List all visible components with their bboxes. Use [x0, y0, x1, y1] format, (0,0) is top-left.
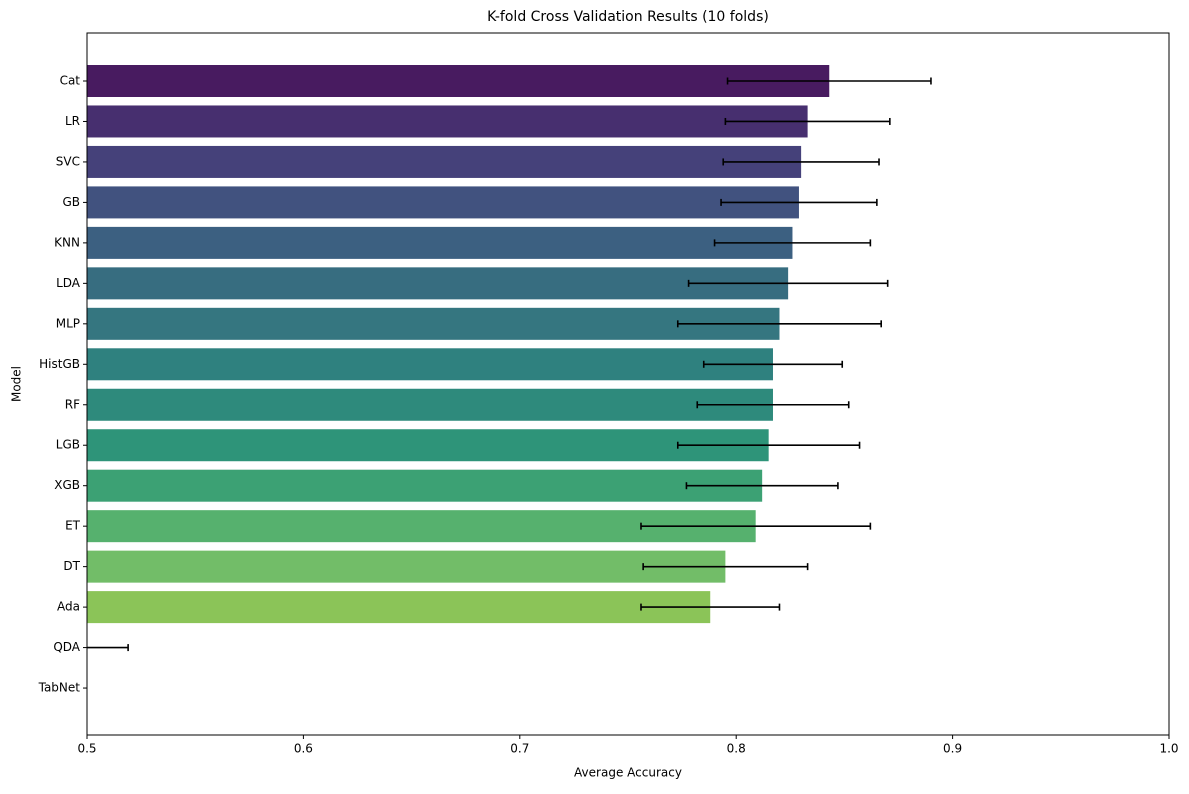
- x-axis-label: Average Accuracy: [574, 766, 682, 780]
- y-tick-label: LGB: [56, 438, 80, 452]
- bar: [87, 429, 769, 462]
- error-bar: [726, 77, 932, 85]
- y-tick-label: Ada: [57, 600, 80, 614]
- bar: [87, 65, 830, 97]
- x-tick-label: 0.8: [727, 742, 746, 756]
- bar: [87, 267, 789, 300]
- error-bar: [676, 320, 882, 328]
- error-bar: [720, 198, 878, 206]
- y-tick-label: SVC: [56, 154, 80, 168]
- y-tick-label: ET: [65, 519, 81, 533]
- error-bar: [642, 563, 809, 571]
- bar: [87, 348, 773, 381]
- error-bar: [702, 360, 844, 368]
- bar: [87, 186, 799, 219]
- error-bar: [87, 644, 129, 652]
- y-tick-label: XGB: [54, 478, 80, 492]
- x-tick-label: 0.6: [294, 742, 313, 756]
- x-tick-label: 0.7: [510, 742, 529, 756]
- error-bar: [687, 279, 889, 287]
- y-tick-label: QDA: [53, 640, 80, 654]
- x-tick-label: 0.5: [77, 742, 96, 756]
- x-tick-label: 1.0: [1159, 742, 1178, 756]
- y-axis-label: Model: [10, 366, 24, 402]
- y-tick-label: LDA: [56, 276, 81, 290]
- plot-area: [87, 65, 932, 652]
- bar: [87, 145, 802, 178]
- axes-frame: [86, 32, 1170, 736]
- bar: [87, 469, 763, 502]
- y-tick-label: GB: [62, 195, 80, 209]
- y-tick-label: Cat: [60, 74, 81, 88]
- bar: [87, 226, 793, 259]
- error-bar: [640, 522, 872, 530]
- error-bar: [676, 441, 861, 449]
- y-tick-label: TabNet: [38, 681, 81, 695]
- y-tick-label: DT: [63, 559, 80, 573]
- y-tick-label: KNN: [54, 235, 80, 249]
- bar: [87, 388, 773, 421]
- y-tick-label: MLP: [56, 316, 80, 330]
- x-tick-label: 0.9: [943, 742, 962, 756]
- bar: [87, 550, 726, 583]
- y-tick-label: RF: [65, 397, 80, 411]
- error-bar: [696, 401, 850, 409]
- bar: [87, 591, 711, 624]
- error-bar: [724, 117, 891, 125]
- chart-title: K-fold Cross Validation Results (10 fold…: [487, 9, 769, 25]
- error-bar: [722, 158, 880, 166]
- error-bar: [713, 239, 872, 247]
- error-bar: [640, 603, 781, 611]
- bar: [87, 307, 780, 340]
- y-tick-label: LR: [65, 114, 80, 128]
- y-tick-label: HistGB: [39, 357, 80, 371]
- error-bar: [685, 482, 839, 490]
- bar: [87, 105, 808, 138]
